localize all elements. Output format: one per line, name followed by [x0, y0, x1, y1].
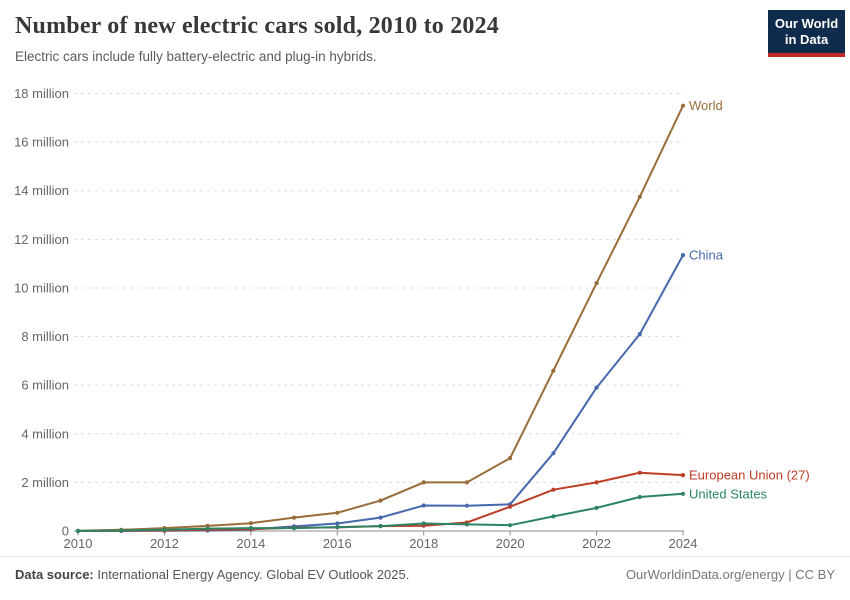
data-point-world[interactable]	[680, 103, 686, 108]
data-point-united-states[interactable]	[248, 526, 253, 531]
data-point-world[interactable]	[594, 281, 599, 286]
data-point-world[interactable]	[551, 368, 556, 373]
owid-logo[interactable]: Our World in Data	[768, 10, 845, 57]
data-point-european-union-27[interactable]	[551, 487, 556, 492]
data-point-united-states[interactable]	[75, 528, 81, 534]
chart-footer: Data source: International Energy Agency…	[0, 556, 850, 582]
data-point-china[interactable]	[637, 332, 642, 337]
data-point-world[interactable]	[637, 194, 642, 199]
data-point-united-states[interactable]	[594, 505, 599, 510]
x-axis-label: 2016	[323, 536, 352, 551]
y-axis-label: 2 million	[21, 475, 69, 490]
chart-subtitle: Electric cars include fully battery-elec…	[15, 49, 377, 64]
y-axis-label: 16 million	[14, 135, 69, 150]
data-source-text: International Energy Agency. Global EV O…	[93, 567, 410, 582]
x-axis-label: 2010	[64, 536, 93, 551]
credit-link[interactable]: OurWorldinData.org/energy | CC BY	[625, 567, 835, 582]
series-line-china[interactable]	[77, 254, 684, 532]
data-point-united-states[interactable]	[335, 525, 340, 530]
y-axis-label: 4 million	[21, 426, 69, 441]
series-label-united-states[interactable]: United States	[689, 486, 768, 501]
data-point-world[interactable]	[378, 498, 383, 503]
data-point-united-states[interactable]	[119, 528, 124, 533]
data-point-china[interactable]	[421, 503, 426, 508]
data-point-united-states[interactable]	[508, 523, 513, 528]
x-axis-label: 2020	[496, 536, 525, 551]
owid-logo-line2: in Data	[784, 32, 829, 47]
series-label-china[interactable]: China	[689, 248, 724, 263]
x-axis-label: 2022	[582, 536, 611, 551]
y-axis-label: 18 million	[14, 86, 69, 101]
data-point-united-states[interactable]	[378, 524, 383, 529]
data-point-world[interactable]	[335, 510, 340, 515]
series-label-world[interactable]: World	[689, 98, 723, 113]
data-point-european-union-27[interactable]	[637, 470, 642, 475]
series-label-european-union-27[interactable]: European Union (27)	[689, 468, 810, 483]
x-axis-label: 2018	[409, 536, 438, 551]
data-source: Data source: International Energy Agency…	[15, 567, 409, 582]
x-axis-label: 2012	[150, 536, 179, 551]
data-point-china[interactable]	[378, 515, 383, 520]
data-point-world[interactable]	[464, 480, 469, 485]
y-axis-label: 12 million	[14, 232, 69, 247]
data-point-world[interactable]	[248, 521, 253, 526]
data-point-united-states[interactable]	[551, 514, 556, 519]
data-point-european-union-27[interactable]	[680, 473, 686, 478]
data-source-label: Data source:	[15, 567, 94, 582]
data-point-united-states[interactable]	[162, 527, 167, 532]
x-axis-label: 2014	[236, 536, 265, 551]
data-point-united-states[interactable]	[205, 526, 210, 531]
y-axis-label: 14 million	[14, 183, 69, 198]
y-axis-label: 0	[62, 524, 69, 539]
data-point-china[interactable]	[464, 503, 469, 508]
data-point-united-states[interactable]	[637, 494, 642, 500]
y-axis-label: 6 million	[21, 378, 69, 393]
chart-title: Number of new electric cars sold, 2010 t…	[15, 13, 499, 39]
data-point-united-states[interactable]	[464, 522, 469, 527]
owid-logo-line1: Our World	[774, 16, 839, 31]
data-point-world[interactable]	[421, 480, 426, 485]
data-point-european-union-27[interactable]	[508, 504, 513, 509]
data-point-world[interactable]	[508, 456, 513, 461]
data-point-united-states[interactable]	[292, 526, 297, 531]
data-point-china[interactable]	[335, 521, 340, 526]
data-point-china[interactable]	[551, 451, 556, 456]
x-axis-label: 2024	[669, 536, 698, 551]
data-point-european-union-27[interactable]	[594, 480, 599, 485]
data-point-united-states[interactable]	[421, 521, 426, 526]
data-point-china[interactable]	[680, 253, 686, 258]
y-axis-label: 8 million	[21, 329, 69, 344]
data-point-china[interactable]	[594, 385, 599, 390]
data-point-world[interactable]	[292, 515, 297, 520]
y-axis-label: 10 million	[14, 280, 69, 295]
data-point-united-states[interactable]	[680, 491, 686, 496]
series-line-world[interactable]	[77, 104, 684, 532]
